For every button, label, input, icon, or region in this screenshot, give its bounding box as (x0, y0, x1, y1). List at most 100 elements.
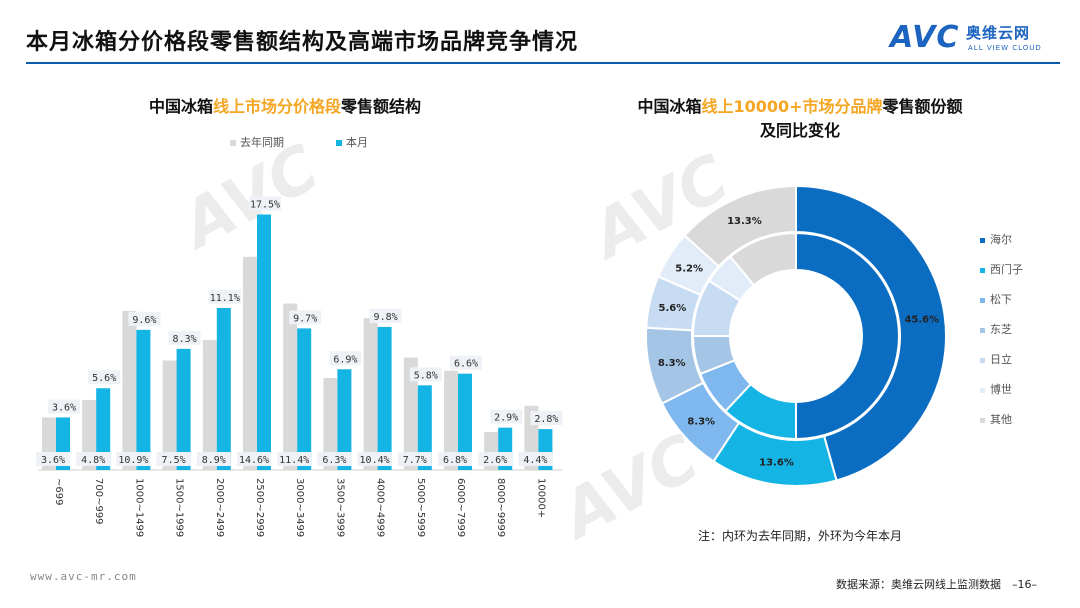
data-label-bg (128, 311, 161, 326)
bar (202, 340, 217, 470)
x-tick-label: 8000~9999 (495, 478, 506, 537)
x-tick-label: ~699 (53, 478, 64, 505)
page-title: 本月冰箱分价格段零售额结构及高端市场品牌竞争情况 (26, 30, 579, 55)
data-label-bg (478, 452, 513, 466)
legend-item: 松下 (980, 292, 1023, 322)
data-label: 3.6% (41, 455, 65, 466)
data-label-bg (196, 452, 231, 466)
data-label-bg (369, 308, 402, 323)
data-label-bg (450, 355, 482, 370)
data-source: 数据来源：奥维云网线上监测数据 –16– (836, 578, 1037, 591)
data-label: 2.8% (534, 414, 558, 425)
data-label: 3.6% (52, 402, 76, 413)
legend-label: 松下 (990, 293, 1012, 306)
bar (96, 388, 111, 470)
data-label-bg (490, 409, 523, 424)
left-title-highlight: 线上市场分价格段 (212, 97, 341, 116)
data-label: 9.7% (293, 313, 317, 324)
data-label: 9.8% (374, 312, 398, 323)
legend-item-this-month: 本月 (336, 134, 368, 150)
data-label: 6.8% (443, 455, 467, 466)
bar (377, 326, 392, 470)
slice-label: 45.6% (904, 315, 939, 326)
x-tick-label: 2000~2499 (214, 478, 225, 537)
donut-legend: 海尔西门子松下东芝 日立博世其他 (980, 232, 1023, 442)
avc-logo: AVC 奥维云网 ALL VIEW CLOUD (890, 20, 1060, 60)
legend-swatch (980, 357, 985, 363)
data-label: 2.6% (483, 455, 507, 466)
right-title-highlight: 线上10000+市场分品牌 (701, 97, 883, 116)
x-tick-label: 4000~4999 (375, 478, 386, 537)
data-label-bg (237, 452, 271, 466)
data-label-bg (277, 452, 312, 466)
legend-swatch (980, 237, 985, 243)
bar (323, 378, 338, 470)
data-label: 2.9% (494, 413, 518, 424)
legend-item: 日立 (980, 352, 1023, 382)
bar (257, 214, 271, 470)
data-label-bg (409, 367, 442, 382)
bar (243, 256, 257, 470)
legend-label: 博世 (990, 383, 1012, 396)
logo-cn: 奥维云网 (966, 24, 1031, 42)
data-label-bg (76, 452, 111, 466)
legend-swatch-this-month (336, 140, 342, 146)
x-tick-label: 1000~1499 (133, 478, 144, 537)
legend-item: 博世 (980, 382, 1023, 412)
legend-swatch (980, 297, 985, 303)
legend-swatch (980, 267, 985, 273)
left-title-post: 零售额结构 (341, 97, 422, 116)
legend-swatch (980, 387, 985, 393)
data-label: 7.5% (162, 455, 186, 466)
data-label-bg (530, 411, 563, 426)
chart-note: 注：内环为去年同期，外环为今年本月 (698, 529, 903, 543)
left-title-pre: 中国冰箱 (148, 97, 213, 116)
data-label-bg (518, 452, 553, 466)
x-tick-label: 10000+ (535, 478, 546, 518)
bar (283, 303, 298, 470)
legend-label: 日立 (990, 353, 1012, 366)
legend-label-this-month: 本月 (346, 136, 368, 149)
legend-item: 其他 (980, 412, 1023, 442)
data-label: 10.4% (360, 455, 390, 466)
data-label: 6.3% (322, 455, 346, 466)
right-title-pre: 中国冰箱 (637, 97, 702, 116)
data-label-bg (317, 452, 352, 466)
slice-label: 8.3% (687, 417, 715, 428)
logo-mark: AVC (890, 20, 960, 55)
data-label: 17.5% (250, 200, 280, 211)
data-label: 11.4% (279, 455, 309, 466)
bar (417, 385, 432, 470)
legend-item: 东芝 (980, 322, 1023, 352)
x-tick-label: 5000~5999 (415, 478, 426, 537)
data-label: 8.9% (202, 455, 226, 466)
data-label-bg (438, 452, 472, 466)
legend-item-last-year: 去年同期 (230, 134, 284, 150)
donut-slice (795, 231, 900, 441)
bar (403, 357, 418, 470)
data-label-bg (249, 196, 281, 211)
data-label: 8.3% (173, 334, 197, 345)
bar (458, 373, 472, 470)
data-label-bg (208, 289, 241, 304)
data-label-bg (48, 399, 80, 414)
data-label-bg (357, 452, 392, 466)
x-tick-label: 2500~2999 (254, 478, 265, 537)
left-chart-title: 中国冰箱线上市场分价格段零售额结构 (60, 95, 510, 119)
x-tick-label: 6000~7999 (455, 478, 466, 537)
bar (162, 360, 177, 470)
legend-label: 其他 (990, 413, 1012, 426)
legend-label: 海尔 (990, 233, 1012, 246)
data-label: 9.6% (132, 315, 156, 326)
right-title-post: 零售额份额 (882, 97, 963, 116)
legend-label-last-year: 去年同期 (240, 136, 284, 149)
slice-label: 5.2% (675, 263, 703, 274)
data-label-bg (36, 452, 70, 466)
site-url: www.avc-mr.com (30, 570, 137, 583)
legend-item: 西门子 (980, 262, 1023, 292)
data-label-bg (289, 310, 322, 325)
data-label-bg (397, 452, 432, 466)
legend-label: 西门子 (990, 263, 1023, 276)
